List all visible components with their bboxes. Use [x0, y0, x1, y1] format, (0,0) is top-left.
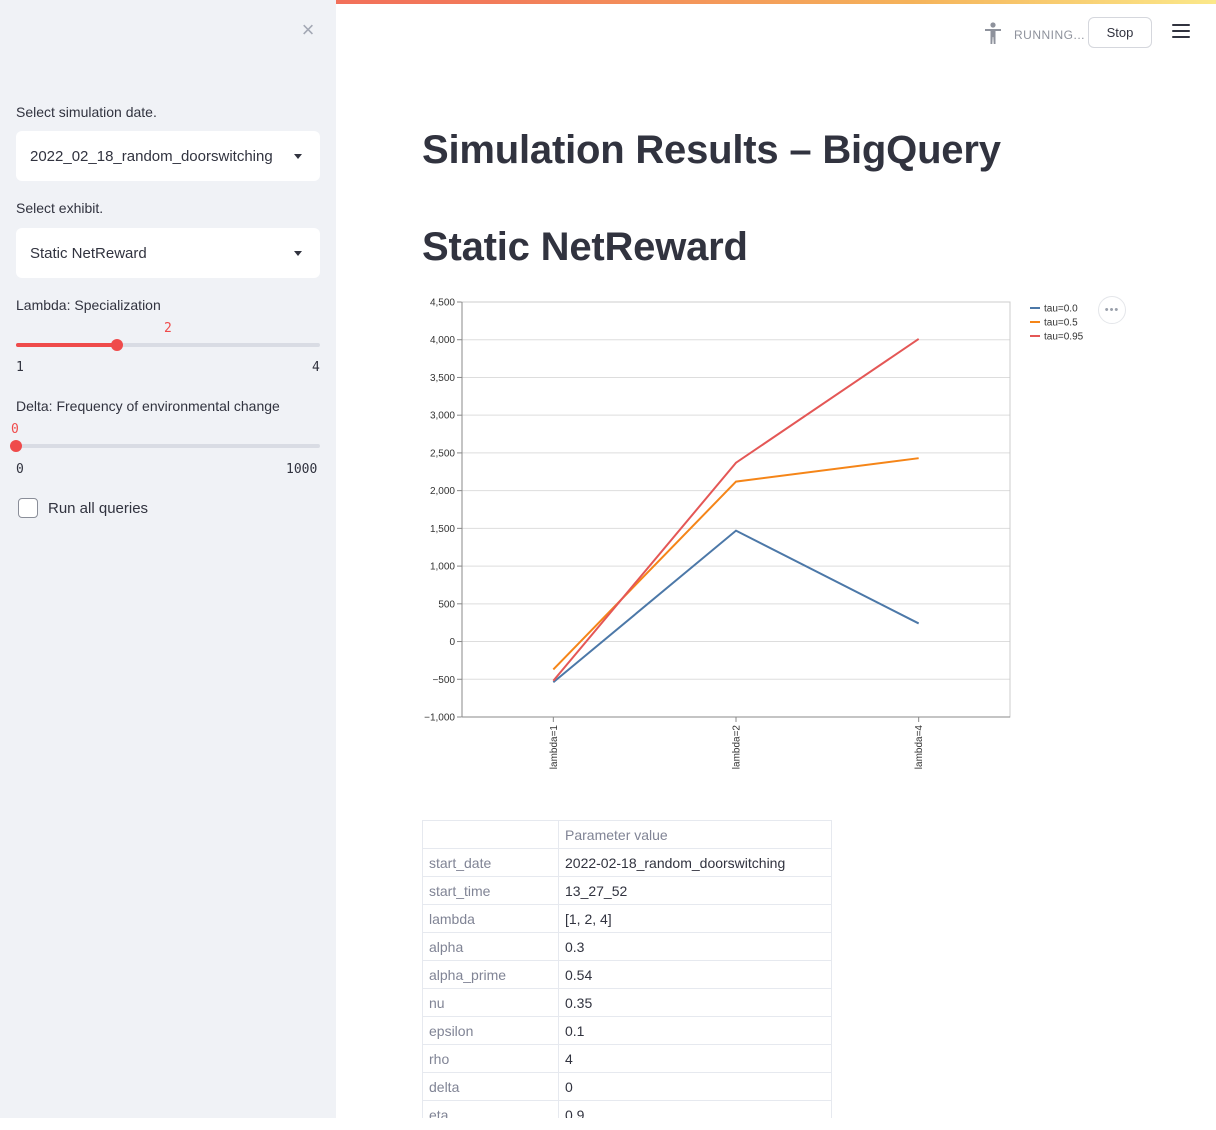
series-line — [552, 338, 920, 682]
lambda-slider-label: Lambda: Specialization — [16, 297, 161, 313]
table-row: start_time 13_27_52 — [422, 876, 832, 905]
param-value: 2022-02-18_random_doorswitching — [558, 848, 832, 877]
param-value: 0 — [558, 1072, 832, 1101]
parameter-table: Parameter value start_date 2022-02-18_ran… — [422, 820, 832, 1129]
section-title: Static NetReward — [422, 225, 748, 269]
date-select-label: Select simulation date. — [16, 104, 157, 120]
delta-slider-min: 0 — [16, 462, 24, 477]
table-row: alpha 0.3 — [422, 932, 832, 961]
hamburger-menu-icon[interactable] — [1172, 24, 1190, 42]
param-value: 0.54 — [558, 960, 832, 989]
table-row: delta 0 — [422, 1072, 832, 1101]
y-tick-label: 4,000 — [430, 335, 455, 346]
chart-svg: −1,000 −500 0 500 1,000 1,500 2,000 2,500 3,000 3… — [424, 298, 1084, 770]
stop-button[interactable]: Stop — [1088, 17, 1152, 48]
y-tick-label: 2,000 — [430, 486, 455, 497]
table-row: lambda [1, 2, 4] — [422, 904, 832, 933]
y-tick-label: 1,500 — [430, 524, 455, 535]
param-value: 0.35 — [558, 988, 832, 1017]
y-tick-label: −500 — [432, 675, 455, 686]
param-value: 0.1 — [558, 1016, 832, 1045]
lambda-slider-value: 2 — [164, 321, 172, 336]
date-select-value: 2022_02_18_random_doorswitching — [30, 147, 273, 165]
lambda-slider-fill — [16, 343, 118, 347]
exhibit-select-value: Static NetReward — [30, 244, 147, 262]
exhibit-select[interactable]: Static NetReward — [16, 228, 320, 278]
close-icon[interactable]: × — [301, 17, 315, 42]
delta-slider-value: 0 — [11, 422, 19, 437]
checkbox-box[interactable] — [18, 498, 38, 518]
run-all-queries-label: Run all queries — [48, 499, 149, 517]
netreward-chart: −1,000 −500 0 500 1,000 1,500 2,000 2,500 3,000 3… — [400, 290, 1160, 790]
date-select[interactable]: 2022_02_18_random_doorswitching — [16, 131, 320, 181]
running-person-icon — [985, 22, 1001, 44]
lambda-slider-max: 4 — [312, 360, 320, 375]
more-options-icon[interactable]: ••• — [1098, 296, 1126, 324]
exhibit-select-label: Select exhibit. — [16, 200, 104, 216]
delta-slider-thumb[interactable] — [10, 440, 22, 452]
table-row: epsilon 0.1 — [422, 1016, 832, 1045]
table-header-empty — [422, 820, 559, 849]
y-tick-label: 1,000 — [430, 562, 455, 573]
page-title: Simulation Results – BigQuery — [422, 128, 1001, 172]
plot-frame — [461, 301, 1011, 718]
series-line — [552, 529, 920, 684]
y-tick-label: 3,500 — [430, 373, 455, 384]
param-value: 0.3 — [558, 932, 832, 961]
y-tick-label: −1,000 — [424, 713, 455, 724]
table-row: nu 0.35 — [422, 988, 832, 1017]
param-key: epsilon — [422, 1016, 559, 1045]
x-tick-label: lambda=4 — [914, 725, 925, 770]
legend-label: tau=0.95 — [1044, 332, 1084, 343]
table-row: rho 4 — [422, 1044, 832, 1073]
param-key: alpha — [422, 932, 559, 961]
y-tick-label: 0 — [449, 637, 455, 648]
param-key: nu — [422, 988, 559, 1017]
status-text: RUNNING... — [1014, 28, 1085, 42]
sidebar: × Select simulation date. 2022_02_18_ran… — [0, 0, 336, 1130]
y-tick-label: 2,500 — [430, 448, 455, 459]
table-header-value: Parameter value — [558, 820, 832, 849]
table-row: alpha_prime 0.54 — [422, 960, 832, 989]
param-key: alpha_prime — [422, 960, 559, 989]
param-key: delta — [422, 1072, 559, 1101]
legend-label: tau=0.5 — [1044, 318, 1078, 329]
top-decoration-bar — [0, 0, 1216, 4]
y-tick-label: 3,000 — [430, 411, 455, 422]
param-key: start_date — [422, 848, 559, 877]
chevron-down-icon — [294, 250, 302, 256]
lambda-slider[interactable] — [16, 339, 320, 351]
viewport-bottom — [0, 1118, 1216, 1130]
run-all-queries-checkbox[interactable]: Run all queries — [18, 498, 148, 518]
param-value: 13_27_52 — [558, 876, 832, 905]
y-tick-label: 4,500 — [430, 298, 455, 309]
param-key: start_time — [422, 876, 559, 905]
delta-slider-max: 1000 — [286, 462, 318, 477]
param-key: rho — [422, 1044, 559, 1073]
param-value: 4 — [558, 1044, 832, 1073]
chevron-down-icon — [294, 153, 302, 159]
param-value: [1, 2, 4] — [558, 904, 832, 933]
legend-label: tau=0.0 — [1044, 304, 1078, 315]
y-tick-label: 500 — [438, 599, 455, 610]
param-key: lambda — [422, 904, 559, 933]
x-tick-label: lambda=1 — [549, 725, 560, 770]
table-header-row: Parameter value — [422, 820, 832, 849]
delta-slider[interactable] — [10, 440, 320, 452]
x-tick-label: lambda=2 — [732, 725, 743, 770]
delta-slider-label: Delta: Frequency of environmental change — [16, 398, 280, 414]
lambda-slider-thumb[interactable] — [111, 339, 124, 351]
table-row: start_date 2022-02-18_random_doorswitchin… — [422, 848, 832, 877]
lambda-slider-min: 1 — [16, 360, 24, 375]
